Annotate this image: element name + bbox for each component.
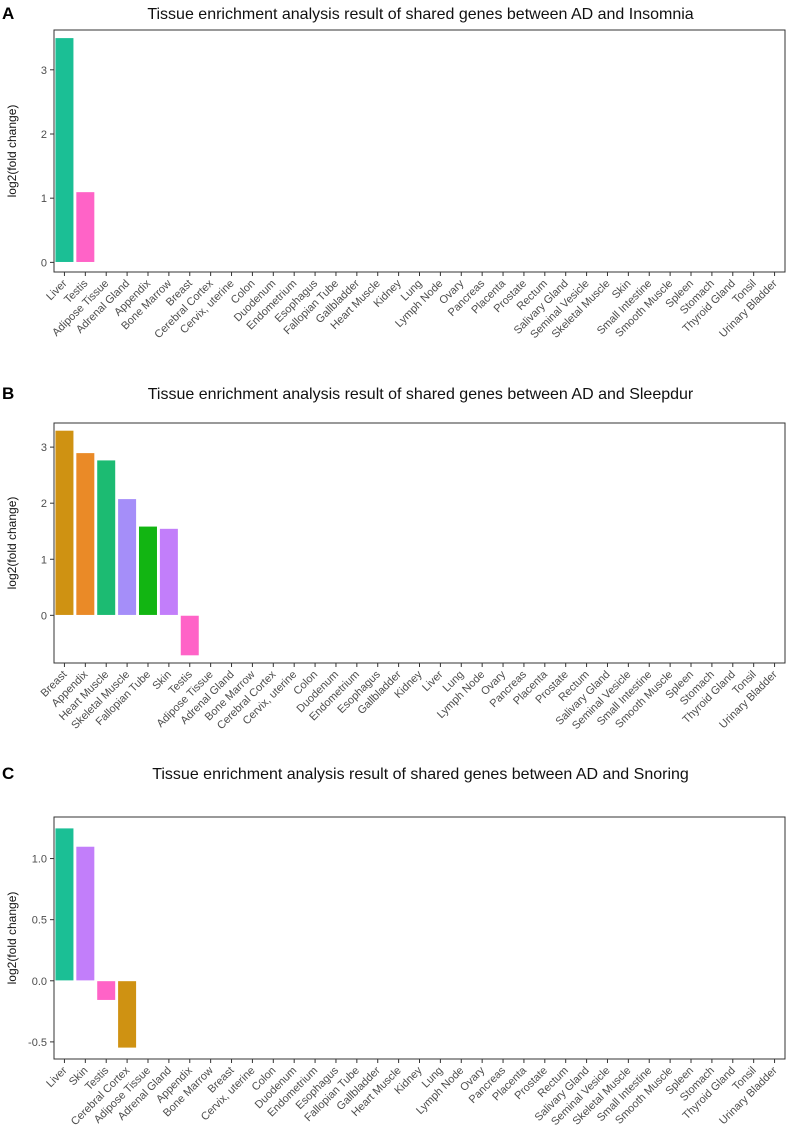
y-tick-label: 1 — [41, 193, 47, 205]
x-tick-label: Liver — [420, 668, 446, 694]
y-axis-title: log2(fold change) — [5, 497, 19, 590]
panel-c: C Tissue enrichment analysis result of s… — [0, 760, 791, 1143]
y-tick-label: 0.0 — [32, 976, 47, 988]
panel-letter: A — [2, 4, 15, 23]
x-tick-label: Liver — [44, 1064, 70, 1090]
chart-title: Tissue enrichment analysis result of sha… — [147, 386, 694, 403]
y-tick-label: -0.5 — [28, 1037, 47, 1049]
panel-a: A Tissue enrichment analysis result of s… — [0, 0, 791, 380]
y-tick-label: 0 — [41, 257, 47, 269]
panel-letter: B — [2, 384, 15, 403]
bar-skin — [75, 845, 96, 982]
panel-b: B Tissue enrichment analysis result of s… — [0, 380, 791, 760]
bar-testis — [179, 614, 200, 657]
panel-letter: C — [2, 764, 15, 783]
bar-skeletal-muscle — [117, 498, 137, 616]
y-tick-label: 3 — [41, 65, 47, 77]
bar-cerebral-cortex — [117, 980, 137, 1049]
bar-liver — [54, 827, 75, 982]
y-tick-label: 1.0 — [32, 854, 47, 866]
bar-testis — [75, 191, 96, 263]
chart-title: Tissue enrichment analysis result of sha… — [152, 766, 689, 783]
y-tick-label: 2 — [41, 498, 47, 510]
y-axis-title: log2(fold change) — [5, 105, 19, 198]
y-tick-label: 2 — [41, 129, 47, 141]
y-tick-label: 0.5 — [32, 915, 47, 927]
y-tick-label: 0 — [41, 610, 47, 622]
bar-testis — [96, 980, 117, 1001]
bar-skin — [159, 528, 179, 616]
bar-liver — [54, 37, 75, 263]
plot-border — [53, 816, 786, 1060]
y-tick-label: 3 — [41, 442, 47, 454]
chart-title: Tissue enrichment analysis result of sha… — [147, 6, 694, 23]
plot-border — [53, 29, 786, 273]
bar-breast — [54, 429, 75, 616]
bar-appendix — [75, 452, 96, 616]
y-tick-label: 1 — [41, 554, 47, 566]
bar-heart-muscle — [96, 459, 117, 616]
bar-fallopian-tube — [138, 525, 158, 616]
y-axis-title: log2(fold change) — [5, 892, 19, 985]
